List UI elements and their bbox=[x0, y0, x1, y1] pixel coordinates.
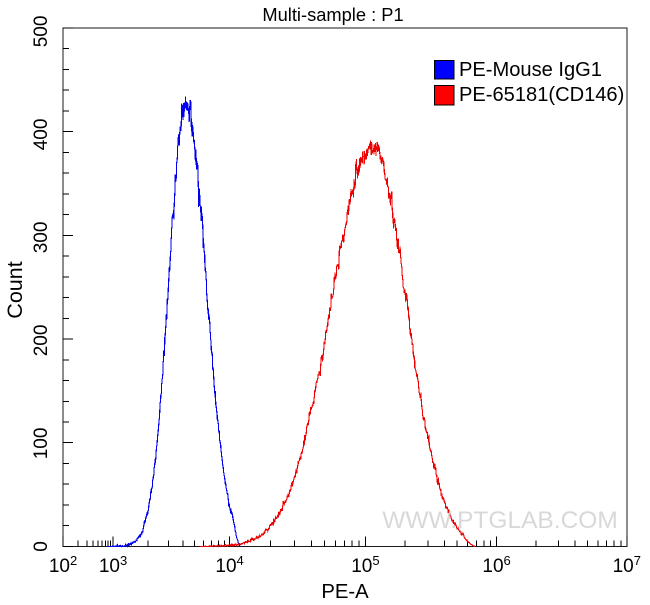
svg-text:200: 200 bbox=[31, 325, 52, 357]
svg-text:106: 106 bbox=[482, 553, 510, 578]
svg-text:0: 0 bbox=[31, 541, 52, 552]
svg-text:104: 104 bbox=[215, 553, 243, 578]
svg-text:500: 500 bbox=[31, 16, 52, 48]
svg-text:105: 105 bbox=[351, 553, 379, 578]
svg-text:107: 107 bbox=[613, 553, 641, 578]
svg-text:300: 300 bbox=[31, 222, 52, 254]
svg-text:WWW.PTGLAB.COM: WWW.PTGLAB.COM bbox=[382, 507, 617, 534]
svg-text:PE-65181(CD146): PE-65181(CD146) bbox=[459, 84, 624, 106]
svg-text:102: 102 bbox=[49, 553, 77, 578]
svg-text:PE-Mouse IgG1: PE-Mouse IgG1 bbox=[459, 59, 602, 81]
svg-text:400: 400 bbox=[31, 119, 52, 151]
svg-text:103: 103 bbox=[99, 553, 127, 578]
svg-text:Count: Count bbox=[3, 261, 27, 318]
svg-text:100: 100 bbox=[31, 428, 52, 460]
svg-text:Multi-sample : P1: Multi-sample : P1 bbox=[262, 4, 403, 25]
svg-text:PE-A: PE-A bbox=[321, 581, 369, 603]
